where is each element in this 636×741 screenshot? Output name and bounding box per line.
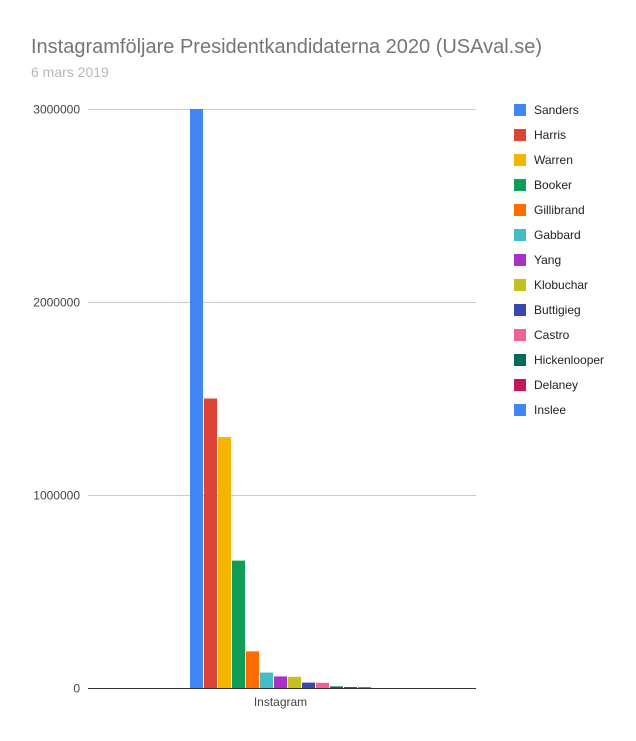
legend-label: Buttigieg xyxy=(534,303,581,317)
bar-klobuchar xyxy=(288,676,301,688)
chart-subtitle: 6 mars 2019 xyxy=(31,64,109,80)
legend-swatch xyxy=(514,404,526,416)
legend-swatch xyxy=(514,129,526,141)
legend: Sanders Harris Warren Booker Gillibrand Gabba… xyxy=(514,103,604,417)
x-tick-label: Instagram xyxy=(254,695,307,709)
legend-label: Booker xyxy=(534,178,572,192)
bars xyxy=(190,109,371,688)
legend-label: Klobuchar xyxy=(534,278,588,292)
bar-sanders xyxy=(190,109,203,688)
legend-label: Warren xyxy=(534,153,573,167)
legend-label: Delaney xyxy=(534,378,578,392)
legend-swatch xyxy=(514,329,526,341)
bar-buttigieg xyxy=(302,682,315,688)
legend-swatch xyxy=(514,104,526,116)
legend-label: Gillibrand xyxy=(534,203,585,217)
y-tick-label: 2000000 xyxy=(33,296,80,310)
legend-swatch xyxy=(514,254,526,266)
bar-yang xyxy=(274,676,287,688)
bar-delaney xyxy=(344,687,357,688)
bar-inslee xyxy=(358,687,371,688)
legend-label: Hickenlooper xyxy=(534,353,604,367)
chart-title: Instagramföljare Presidentkandidaterna 2… xyxy=(31,36,542,58)
legend-label: Harris xyxy=(534,128,566,142)
bar-harris xyxy=(204,398,217,688)
x-axis-ticks: Instagram xyxy=(254,695,307,709)
legend-label: Inslee xyxy=(534,403,566,417)
legend-swatch xyxy=(514,379,526,391)
legend-label: Castro xyxy=(534,328,570,342)
y-axis-ticks: 0 1000000 2000000 3000000 xyxy=(33,103,80,696)
y-tick-label: 0 xyxy=(73,682,80,696)
gridlines xyxy=(88,109,476,496)
y-tick-label: 1000000 xyxy=(33,489,80,503)
bar-warren xyxy=(218,437,231,688)
legend-swatch xyxy=(514,354,526,366)
bar-gabbard xyxy=(260,672,273,688)
bar-booker xyxy=(232,560,245,688)
legend-swatch xyxy=(514,279,526,291)
legend-swatch xyxy=(514,229,526,241)
y-tick-label: 3000000 xyxy=(33,103,80,117)
legend-swatch xyxy=(514,204,526,216)
bar-castro xyxy=(316,682,329,688)
legend-swatch xyxy=(514,154,526,166)
bar-hickenlooper xyxy=(330,686,343,688)
bar-gillibrand xyxy=(246,651,259,688)
legend-label: Gabbard xyxy=(534,228,581,242)
legend-swatch xyxy=(514,179,526,191)
legend-label: Yang xyxy=(534,253,561,267)
legend-swatch xyxy=(514,304,526,316)
legend-label: Sanders xyxy=(534,103,579,117)
